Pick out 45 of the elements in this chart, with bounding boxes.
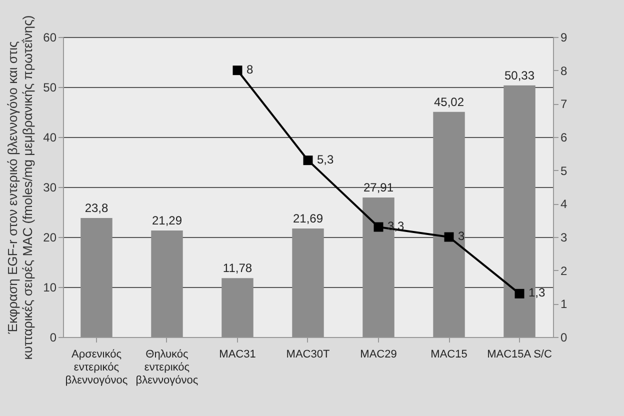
y2-tick-label: 6 xyxy=(560,130,568,144)
y-tick-label: 0 xyxy=(50,330,57,344)
point xyxy=(374,222,384,232)
data-label: 11,78 xyxy=(222,261,252,276)
data-label: 45,02 xyxy=(434,94,464,109)
y2-tick-label: 3 xyxy=(560,230,568,244)
y2-tick-label: 8 xyxy=(560,64,568,78)
bar xyxy=(151,230,183,337)
x-tick-label: MAC15A S/C xyxy=(487,348,552,360)
x-tick-label: Θηλυκός εντερικός βλεννογόνος xyxy=(136,348,198,386)
point xyxy=(303,156,313,166)
data-label: 50,33 xyxy=(504,68,535,82)
data-label: 8 xyxy=(246,62,254,76)
y-tick-label: 20 xyxy=(43,230,57,244)
y2-tick-label: 1 xyxy=(560,297,568,312)
x-tick-label: Αρσενικός εντερικός βλεννογόνος xyxy=(65,348,128,386)
y-tick-label: 50 xyxy=(43,80,57,94)
y-tick-label: 60 xyxy=(43,30,57,44)
y2-tick-label: 2 xyxy=(560,264,568,278)
bar xyxy=(292,228,324,337)
data-label: 1,3 xyxy=(528,286,546,300)
bar xyxy=(222,278,254,337)
point xyxy=(444,232,454,242)
x-tick-label: MAC29 xyxy=(360,348,397,360)
y2-tick-label: 4 xyxy=(560,197,568,212)
y-tick-label: 10 xyxy=(43,280,57,294)
data-label: 5,3 xyxy=(317,152,334,166)
y2-tick-label: 5 xyxy=(560,164,568,178)
bar xyxy=(433,112,465,337)
data-label: 3 xyxy=(458,229,466,243)
y2-tick-label: 7 xyxy=(560,97,568,112)
y2-tick-label: 9 xyxy=(560,30,568,44)
y-tick-label: 30 xyxy=(43,180,57,194)
x-tick-label: MAC15 xyxy=(430,348,468,360)
data-label: 21,29 xyxy=(152,214,182,228)
point xyxy=(514,288,524,298)
bar xyxy=(80,218,112,337)
y-tick-label: 40 xyxy=(43,130,57,144)
y2-tick-label: 0 xyxy=(560,330,568,344)
x-tick-label: MAC30T xyxy=(286,348,330,360)
point xyxy=(232,66,242,76)
x-tick-label: MAC31 xyxy=(219,348,256,360)
data-label: 21,69 xyxy=(292,212,324,226)
data-label: 23,8 xyxy=(84,201,108,215)
y-axis-title: Έκφραση EGF-r στον εντερικό βλεννογόνο και στις κυτταρικές σειρές MAC (fmoles/mg μεμβρανικής πρωτεΐνης) xyxy=(5,15,36,360)
